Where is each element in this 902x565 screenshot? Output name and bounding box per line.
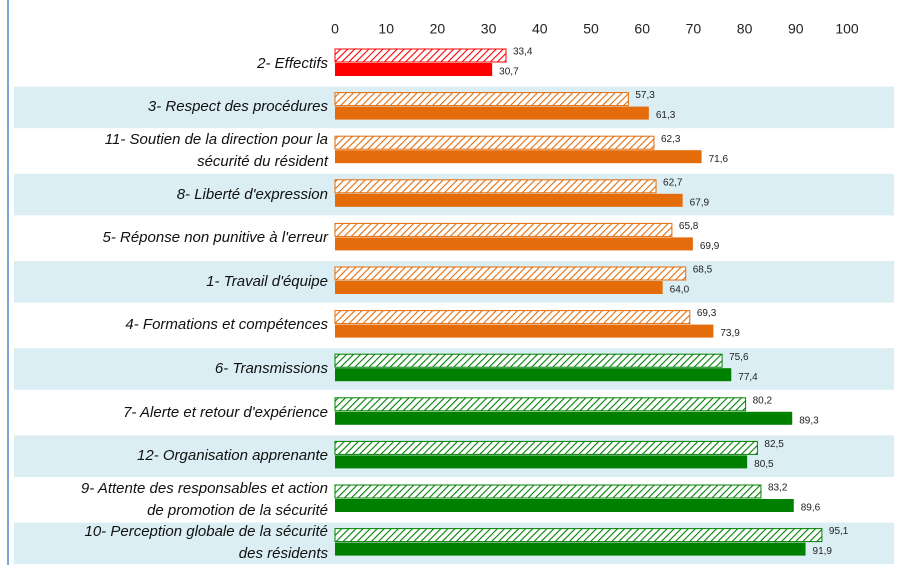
bar — [334, 310, 691, 325]
x-tick-label: 30 — [481, 21, 497, 37]
value-label: 71,6 — [709, 154, 729, 165]
value-label: 73,9 — [720, 328, 740, 339]
category-label: 9- Attente des responsables et action de… — [80, 479, 328, 519]
category-label: 3- Respect des procédures — [147, 98, 328, 116]
value-label: 30,7 — [499, 67, 519, 78]
value-label: 62,3 — [661, 134, 681, 145]
bar — [335, 193, 683, 207]
x-tick-label: 10 — [378, 21, 394, 37]
category-label: 2- Effectifs — [257, 54, 328, 72]
value-label: 77,4 — [738, 372, 758, 383]
bar — [334, 92, 629, 107]
bar — [334, 48, 507, 63]
bar — [334, 179, 657, 194]
bar — [335, 324, 714, 338]
value-label: 89,6 — [801, 503, 821, 514]
value-label: 33,4 — [513, 47, 533, 58]
bar — [334, 397, 747, 412]
bar — [334, 484, 762, 499]
x-tick-label: 60 — [634, 21, 650, 37]
value-label: 67,9 — [690, 197, 710, 208]
value-label: 82,5 — [764, 439, 784, 450]
x-tick-label: 50 — [583, 21, 599, 37]
category-label: 4- Formations et compétences — [125, 316, 328, 334]
value-label: 68,5 — [693, 265, 713, 276]
value-label: 80,2 — [753, 395, 773, 406]
value-label: 75,6 — [729, 352, 749, 363]
value-label: 95,1 — [829, 526, 849, 537]
value-label: 89,3 — [799, 415, 819, 426]
x-tick-label: 20 — [430, 21, 446, 37]
value-label: 57,3 — [635, 90, 655, 101]
x-tick-label: 70 — [686, 21, 702, 37]
category-label: 12- Organisation apprenante — [137, 447, 328, 465]
value-label: 69,9 — [700, 241, 720, 252]
bar — [335, 542, 806, 556]
value-label: 91,9 — [813, 546, 833, 557]
x-tick-label: 80 — [737, 21, 753, 37]
x-tick-label: 100 — [835, 21, 859, 37]
category-label: 7- Alerte et retour d'expérience — [123, 403, 328, 421]
bar — [335, 455, 748, 469]
bar — [335, 237, 693, 251]
bar — [334, 353, 723, 368]
x-tick-label: 90 — [788, 21, 804, 37]
category-label: 1- Travail d'équipe — [206, 272, 328, 290]
bar — [335, 499, 794, 512]
category-label: 11- Soutien de la direction pour la sécu… — [104, 130, 328, 170]
x-tick-label: 40 — [532, 21, 548, 37]
value-label: 62,7 — [663, 177, 683, 188]
x-tick-label: 0 — [331, 21, 339, 37]
bar — [334, 222, 673, 237]
bar — [334, 135, 655, 150]
bar — [334, 266, 687, 281]
value-label: 80,5 — [754, 459, 774, 470]
bar — [335, 281, 663, 294]
category-label: 6- Transmissions — [214, 359, 328, 377]
category-label: 8- Liberté d'expression — [176, 185, 328, 203]
bar — [335, 411, 793, 425]
bar — [335, 106, 649, 120]
bar — [334, 440, 758, 455]
value-label: 65,8 — [679, 221, 699, 232]
value-label: 61,3 — [656, 110, 676, 121]
category-label: 10- Perception globale de la sécurité de… — [84, 523, 329, 563]
value-label: 69,3 — [697, 308, 717, 319]
category-label: 5- Réponse non punitive à l'erreur — [102, 229, 329, 247]
value-label: 83,2 — [768, 483, 788, 494]
bar — [335, 63, 493, 76]
bar — [335, 368, 732, 382]
bar — [335, 150, 702, 164]
value-label: 64,0 — [670, 285, 690, 296]
bar — [334, 528, 823, 543]
